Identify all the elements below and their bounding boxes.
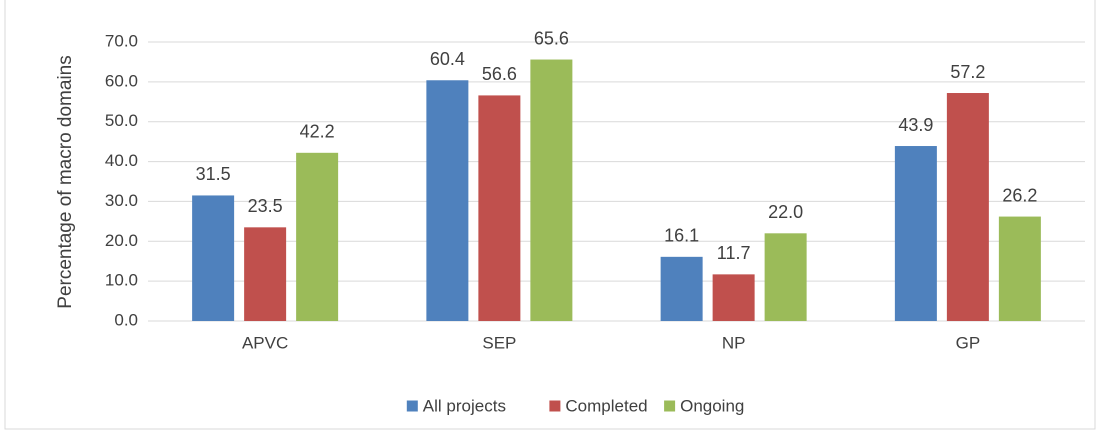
data-label: 22.0 bbox=[768, 202, 803, 222]
y-tick-label: 50.0 bbox=[105, 111, 138, 130]
bar bbox=[764, 233, 807, 321]
bar bbox=[192, 195, 235, 321]
legend-label: All projects bbox=[423, 396, 506, 415]
legend-swatch bbox=[549, 400, 561, 412]
legend-swatch bbox=[406, 400, 418, 412]
data-label: 16.1 bbox=[664, 226, 699, 246]
x-tick-label: APVC bbox=[242, 333, 288, 352]
y-tick-label: 10.0 bbox=[105, 271, 138, 290]
data-label: 23.5 bbox=[248, 196, 283, 216]
bar bbox=[998, 216, 1041, 321]
bar bbox=[426, 80, 469, 322]
data-label: 43.9 bbox=[898, 115, 933, 135]
data-label: 26.2 bbox=[1002, 185, 1037, 205]
legend-label: Ongoing bbox=[680, 396, 744, 415]
y-tick-label: 60.0 bbox=[105, 71, 138, 90]
bar bbox=[894, 146, 937, 321]
bar bbox=[478, 95, 521, 321]
legend-label: Completed bbox=[565, 396, 647, 415]
bar bbox=[660, 256, 703, 321]
bar bbox=[530, 59, 573, 322]
data-label: 60.4 bbox=[430, 49, 465, 69]
bar bbox=[244, 227, 287, 321]
y-axis-label: Percentage of macro domains bbox=[55, 55, 76, 308]
bar bbox=[712, 274, 755, 321]
data-label: 65.6 bbox=[534, 28, 569, 48]
y-tick-label: 70.0 bbox=[105, 31, 138, 50]
data-label: 31.5 bbox=[196, 164, 231, 184]
data-label: 57.2 bbox=[950, 62, 985, 82]
legend-swatch bbox=[664, 400, 676, 412]
x-tick-label: GP bbox=[956, 333, 981, 352]
bar bbox=[296, 152, 339, 321]
data-label: 56.6 bbox=[482, 64, 517, 84]
x-tick-label: NP bbox=[722, 333, 746, 352]
y-tick-label: 40.0 bbox=[105, 151, 138, 170]
bar bbox=[946, 93, 989, 321]
y-tick-label: 20.0 bbox=[105, 231, 138, 250]
data-label: 42.2 bbox=[300, 122, 335, 142]
x-tick-label: SEP bbox=[482, 333, 516, 352]
data-label: 11.7 bbox=[717, 243, 751, 263]
y-tick-label: 0.0 bbox=[114, 310, 138, 329]
y-tick-label: 30.0 bbox=[105, 191, 138, 210]
chart-frame bbox=[4, 0, 1096, 430]
